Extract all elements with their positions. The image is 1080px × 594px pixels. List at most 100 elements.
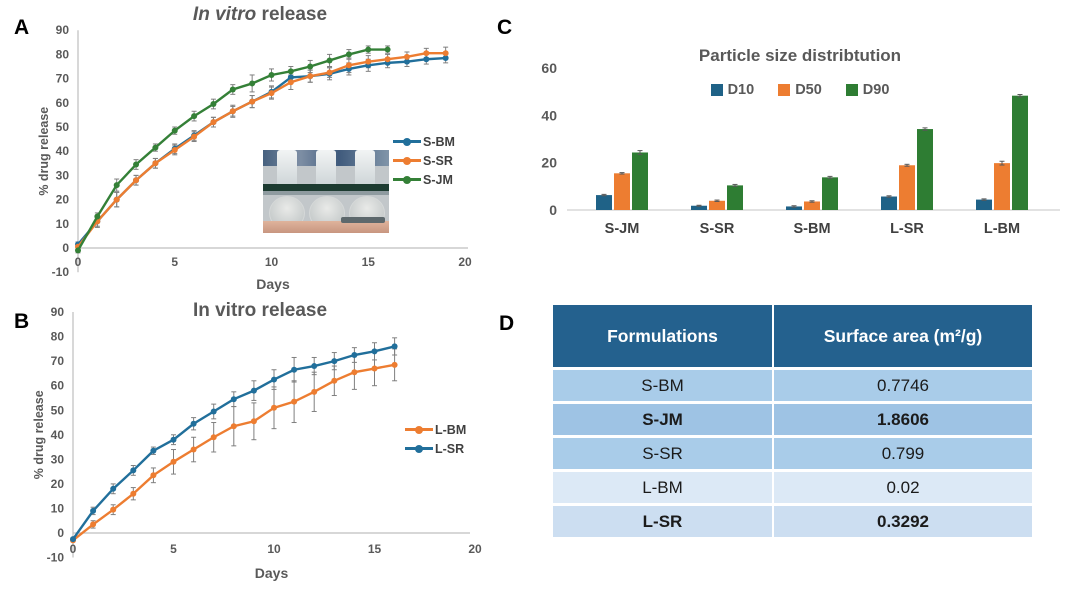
dissolution-apparatus-photo [263,150,389,233]
y-tick-label: 60 [541,60,557,76]
x-tick-label: 15 [368,542,382,556]
data-point [442,55,449,62]
chart-a-title-rest: release [256,4,328,25]
bar-d90 [822,177,838,210]
legend-label-l-sr: L-SR [435,441,465,456]
y-tick-label: 40 [51,428,65,442]
bar-chart-c: 0 20 40 60 S-JM S-SR S-BM L-SR L-BM [541,60,1060,237]
data-point [403,58,410,65]
data-point [384,46,391,53]
table-cell-surface-area: 0.02 [774,472,1032,503]
y-tick-label: 30 [51,452,65,466]
d50-swatch-icon [778,84,791,96]
legend-item-s-jm: S-JM [393,170,455,189]
category-label: L-BM [984,221,1020,237]
l-sr-line-marker-icon [405,444,433,453]
x-tick-label: 20 [468,542,482,556]
y-tick-label: 80 [51,330,65,344]
table-header-row: Formulations Surface area (m²/g) [553,305,1032,367]
table-cell-surface-area: 0.3292 [774,506,1032,537]
data-point [331,358,338,365]
data-point [70,536,76,543]
photo-cylinder [355,150,375,188]
data-point [171,127,178,134]
data-point [331,377,338,384]
s-sr-line-marker-icon [393,156,421,165]
bar-d10 [976,199,992,210]
data-point [152,160,159,167]
data-point [110,506,117,513]
data-point [150,447,157,454]
data-point [365,46,372,53]
chart-b-legend: L-BM L-SR [405,420,466,458]
bar-d90 [632,152,648,210]
legend-label-s-bm: S-BM [423,134,455,149]
table-cell-formulation: S-SR [553,438,772,469]
data-point [230,423,237,430]
photo-cylinder [316,150,336,188]
data-point [271,376,277,383]
legend-item-s-bm: S-BM [393,132,455,151]
data-point [210,408,217,415]
y-tick-label: 0 [549,202,557,218]
y-tick-label: 20 [541,155,557,171]
photo-shelf [341,217,385,223]
table-row: S-BM 0.7746 [553,370,1032,401]
data-point [442,50,449,57]
data-point [113,182,120,189]
l-bm-line-marker-icon [405,425,433,434]
surface-area-table: Formulations Surface area (m²/g) S-BM 0.… [553,305,1032,537]
data-point [249,80,256,87]
data-point [170,458,177,465]
chart-a-legend: S-BM S-SR S-JM [393,132,455,189]
legend-label-s-sr: S-SR [423,153,453,168]
s-jm-line-marker-icon [393,175,421,184]
y-tick-label: 20 [56,193,70,207]
bar-d90 [917,129,933,210]
legend-label-d50: D50 [795,82,822,98]
data-point [229,108,236,115]
y-tick-label: -10 [52,265,70,279]
line-chart-a: -10 0 10 20 30 40 50 60 70 80 90 0 5 10 15 20 Days % drug… [37,23,472,292]
data-point [230,396,237,403]
data-point [130,490,137,497]
chart-b-title: In vitro release [192,300,328,321]
data-point [171,146,178,153]
data-point [365,58,372,65]
chart-c-legend: D10 D50 D90 [620,82,980,98]
bar-d90 [727,185,743,210]
legend-item-d50: D50 [778,82,822,98]
y-axis-title: % drug release [37,107,51,196]
data-point [210,119,217,126]
data-point [113,196,120,203]
data-point [130,467,137,474]
y-tick-label: 50 [51,403,65,417]
photo-rail [263,191,389,195]
table-cell-surface-area: 1.8606 [774,404,1032,435]
x-tick-label: 10 [267,542,281,556]
y-tick-label: 30 [56,168,70,182]
x-axis-title: Days [255,565,289,581]
data-point [133,161,140,168]
data-point [326,57,333,64]
category-label: S-BM [793,221,830,237]
data-point [423,50,430,57]
line-chart-b: -10 0 10 20 30 40 50 60 70 80 90 0 5 10 15 20 Days % drug… [32,305,482,581]
panel-b-label: B [14,310,30,333]
table-header-formulations: Formulations [553,305,772,367]
data-point [250,387,257,394]
data-point [133,177,140,184]
data-point [287,74,294,81]
series-line-s-sr [77,51,446,248]
y-axis-title: % drug release [32,390,46,479]
y-tick-label: 50 [56,120,70,134]
bar-d50 [804,201,820,210]
y-tick-label: 0 [57,526,64,540]
photo-bench-strip [263,221,389,233]
table-header-surface-area: Surface area (m²/g) [774,305,1032,367]
bar-d10 [786,206,802,210]
y-tick-label: 10 [51,501,65,515]
data-point [94,213,101,220]
data-point [191,113,198,120]
